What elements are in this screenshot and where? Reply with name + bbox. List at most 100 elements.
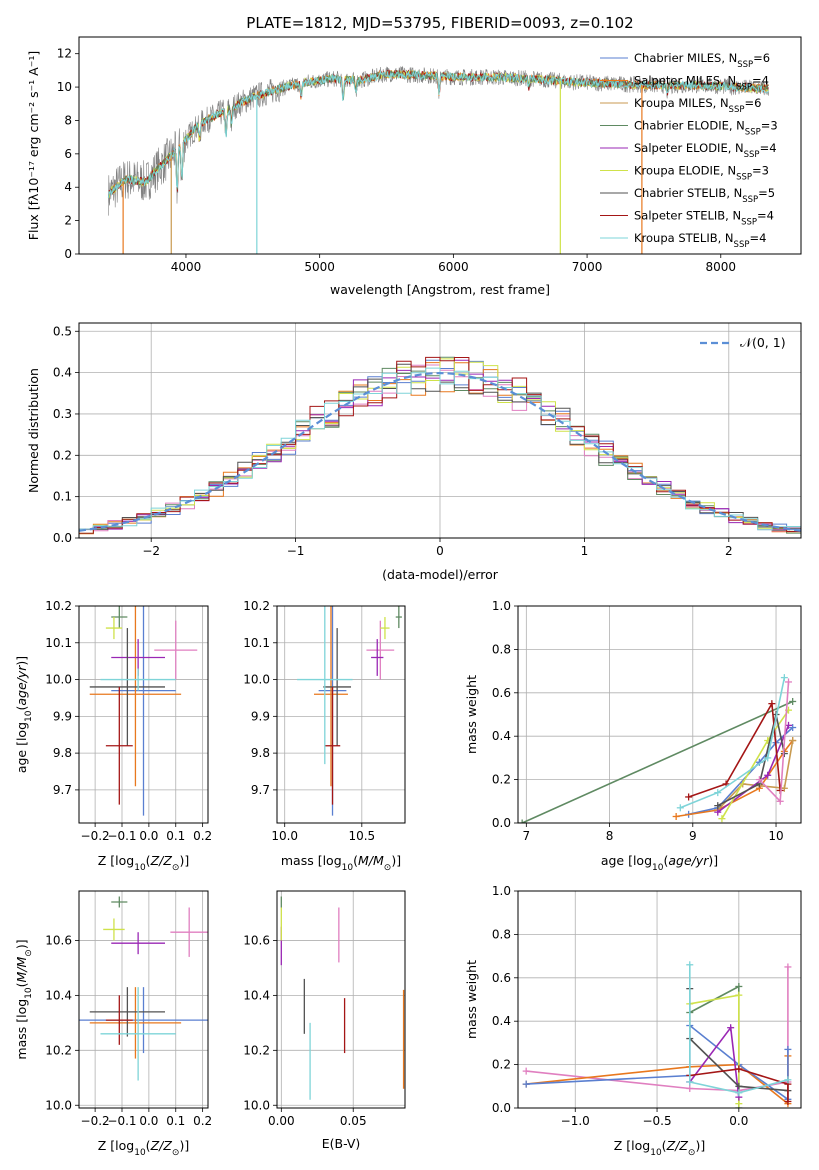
label-part: 10 [24,710,34,722]
panel-age-vs-mass: 10.0 10.5 9.7 9.8 9.9 10.0 10.1 10.2 mass [log10… [243,599,406,873]
errorbar-point [89,628,165,746]
series-marker [785,678,793,686]
errorbar-point [324,686,341,805]
axes-frame [517,605,802,824]
label-part: M [358,853,369,868]
x-tick-label: 1 [581,544,589,558]
series-line [689,1068,789,1102]
x-axis-label: mass [log10(M/M⊙)] [281,853,401,873]
x-tick-label: −0.2 [81,1114,110,1128]
plot-area [79,896,208,1081]
y-tick-label: 6 [64,147,72,161]
legend-label-suffix: =3 [752,164,769,178]
legend-label: Kroupa STELIB, NSSP=4 [634,231,766,250]
series-marker [735,1100,743,1108]
series-marker [676,804,684,812]
errorbar-point [105,995,133,1045]
axes-frame [78,890,209,1109]
series-marker [735,1082,743,1090]
x-tick-label: −1 [287,544,305,558]
y-tick-label: 10 [57,80,72,94]
series-marker [522,1080,530,1088]
series-marker [672,812,680,820]
y-tick-label: 8 [64,113,72,127]
x-tick-label: 0.2 [193,829,212,843]
series-marker [764,754,772,762]
y-tick-label: 0.4 [53,366,72,380]
label-part: )] [708,853,718,868]
series-marker [735,991,743,999]
errorbar-point [111,606,176,816]
series-marker [735,982,743,990]
x-tick-label: −2 [142,544,160,558]
label-part: )] [179,1138,189,1153]
legend-label-sub: SSP [742,195,758,205]
legend-item: Chabrier MILES, NSSP=6 [600,51,770,70]
panel-age-vs-Z: −0.2−0.1 0.0 0.1 0.2 9.7 9.8 9.9 10.0 10.1 10.2 Z … [14,599,212,873]
y-tick-label: 0.6 [492,971,511,985]
x-tick-label: 0.05 [340,1114,367,1128]
series-marker [784,963,792,971]
label-part: ⊙ [172,1148,180,1158]
errorbar-point [89,987,182,1059]
x-tick-label: 0.0 [139,1114,158,1128]
plot-area [107,65,769,254]
legend-label-suffix: =4 [749,231,766,245]
plot-area [522,961,792,1108]
y-tick-label: 0.8 [492,642,511,656]
label-part: Z [150,1138,160,1153]
series-kroupa_elodie [718,706,793,823]
series-marker [789,697,797,705]
label-part: )] [179,853,189,868]
series-marker [714,802,722,810]
legend-label: Chabrier MILES, NSSP=6 [634,51,770,70]
errorbar-point [79,987,208,1054]
legend-label: Salpeter ELODIE, NSSP=4 [634,141,777,160]
residual-histogram-kroupa_stelib [79,367,801,531]
x-axis-label: Z [log10(Z/Z⊙)] [614,1138,705,1158]
legend-label-sub: SSP [737,60,753,70]
label-part: ( [663,853,668,868]
label-part: 10 [652,863,664,873]
legend-label-suffix: =3 [761,119,778,133]
x-axis-label: E(B-V) [322,1136,361,1151]
x-tick-label: 0.2 [193,1114,212,1128]
axes-frame [517,890,802,1109]
series-marker [776,797,784,805]
errorbar-point [366,620,395,680]
legend-label-suffix: =5 [758,186,775,200]
x-axis-label: Z [log10(Z/Z⊙)] [98,853,189,873]
legend-item: Chabrier STELIB, NSSP=5 [600,186,775,205]
axes-frame [78,605,209,824]
legend-label-sub: SSP [741,218,757,228]
panel-mass-vs-Z: −0.2−0.1 0.0 0.1 0.210.010.210.410.6Z [log1… [14,890,212,1158]
series-line [675,740,794,818]
x-tick-label: 0.1 [166,829,185,843]
legend-label-main: Kroupa STELIB, N [634,231,734,245]
axes-frame [276,890,406,1109]
x-tick-label: 0.1 [166,1114,185,1128]
errorbar-point [89,606,182,787]
y-tick-label: 10.2 [45,1043,72,1057]
legend-label: Salpeter MILES, NSSP=4 [634,74,769,93]
series-kroupa_stelib [676,674,788,812]
errorbar-point [111,932,165,955]
y-tick-label: 0.4 [492,729,511,743]
y-tick-label: 10.4 [45,988,72,1002]
series-marker [780,784,788,792]
series-marker [718,815,726,823]
label-part: ⊙ [384,863,392,873]
panel-residuals: −2 −1 0 1 2 0.0 0.1 0.2 0.3 0.4 0.5 (data-model)/er… [26,322,802,582]
y-tick-label: 0.2 [492,773,511,787]
y-tick-label: 9.7 [53,783,72,797]
y-tick-label: 0.3 [53,407,72,421]
series-marker [522,1067,530,1075]
panel-mass-vs-EBV: 0.00 0.05 10.0 10.2 10.4 10.6 E(B-V) [243,890,406,1151]
x-tick-label: −1.0 [561,1114,590,1128]
x-tick-label: 8000 [706,260,737,274]
legend-label-suffix: =6 [753,51,770,65]
y-axis-label: Flux [fλ10⁻¹⁷ erg cm⁻² s⁻¹ A⁻¹] [26,51,41,240]
x-tick-label: 7 [523,829,531,843]
label-part: ( [353,853,358,868]
label-part: ( [14,982,29,987]
